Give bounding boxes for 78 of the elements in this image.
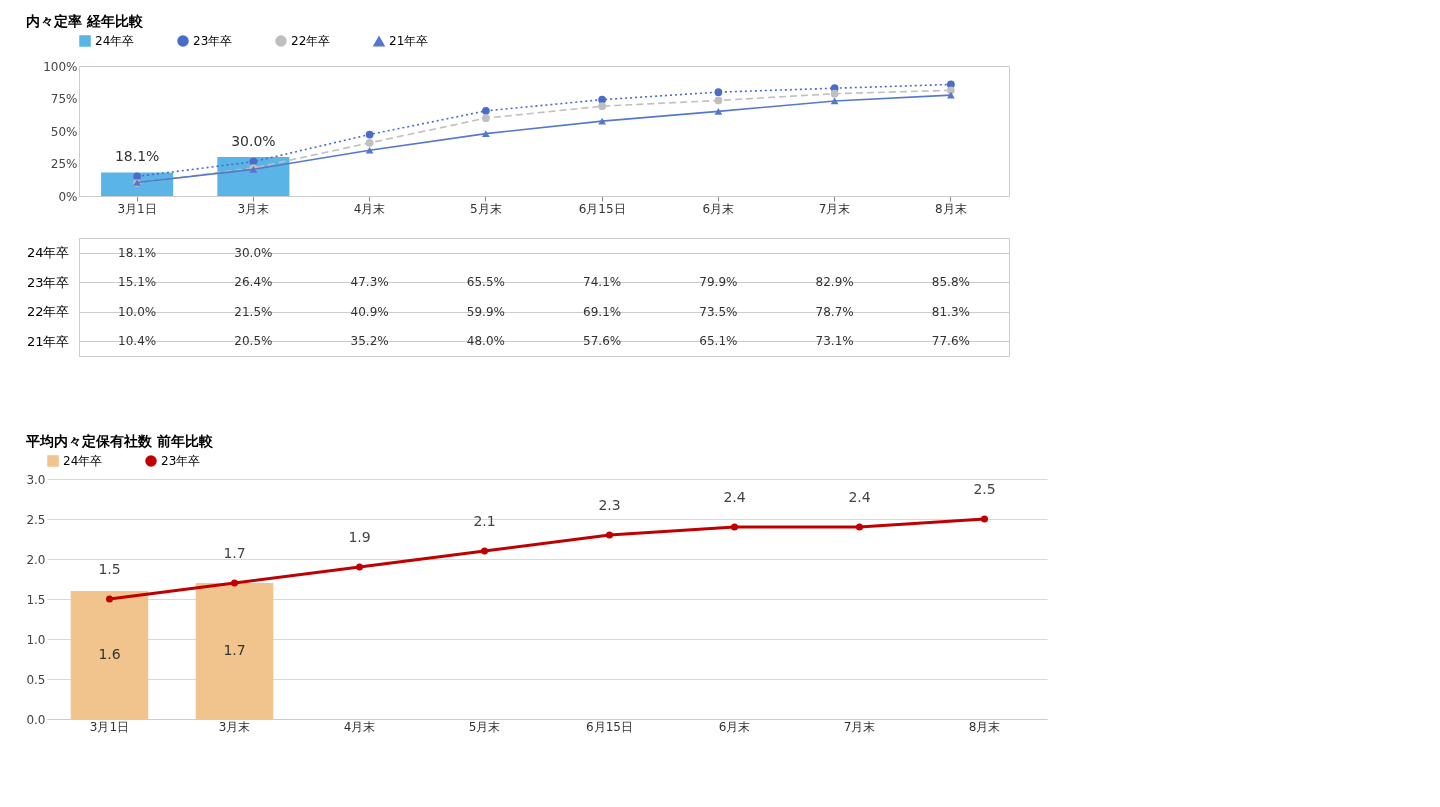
- data-label: 79.9%: [699, 275, 738, 290]
- data-label: 69.1%: [583, 304, 622, 319]
- data-label: 10.0%: [118, 304, 157, 319]
- data-label: 26.4%: [234, 275, 273, 290]
- y-tick-label: 75%: [50, 92, 78, 106]
- y-tick-label: 100%: [43, 59, 78, 74]
- data-label: 82.9%: [815, 275, 854, 290]
- text: 30.0%: [231, 133, 276, 149]
- y-tick-label: 0.0: [26, 712, 46, 727]
- data-label: 85.8%: [931, 275, 970, 290]
- x-tick-label: 5月末: [470, 201, 502, 216]
- data-label: 1.9: [348, 529, 371, 545]
- data-label: 30.0%: [234, 245, 273, 260]
- data-label: 59.9%: [466, 304, 505, 319]
- x-tick-label: 7月末: [843, 719, 876, 734]
- y-tick-label: 2.5: [26, 512, 46, 527]
- x-tick-label: 6月末: [702, 201, 735, 216]
- y-tick-label: 1.0: [26, 632, 46, 647]
- data-label: 65.5%: [466, 275, 505, 290]
- data-label: 1.5: [98, 561, 121, 577]
- data-label: 81.3%: [931, 304, 970, 319]
- data-label: 65.1%: [699, 334, 738, 349]
- chart-title: 内々定率 経年比較: [25, 13, 144, 29]
- y-tick-label: 1.5: [26, 592, 46, 607]
- data-label: 2.5: [973, 481, 996, 497]
- data-label: 40.9%: [350, 304, 389, 319]
- data-label: 21.5%: [234, 304, 273, 319]
- y-tick-label: 50%: [50, 124, 78, 139]
- y-tick-label: 3.0: [26, 472, 46, 487]
- x-tick-label: 8月末: [968, 719, 1001, 734]
- data-label: 73.5%: [699, 304, 738, 319]
- legend-label: 21年卒: [389, 34, 429, 49]
- x-tick-label: 6月15日: [586, 719, 633, 734]
- x-tick-label: 3月末: [218, 719, 251, 734]
- text: 24年卒: [26, 245, 70, 261]
- data-label: 2.4: [723, 489, 746, 505]
- data-label: 20.5%: [234, 334, 273, 349]
- legend-label: 24年卒: [63, 454, 103, 468]
- x-tick-label: 5月末: [468, 719, 501, 734]
- y-tick-label: 2.0: [26, 552, 46, 567]
- x-tick-label: 6月15日: [578, 201, 626, 216]
- data-label: 73.1%: [815, 334, 854, 349]
- data-label: 2.3: [598, 497, 621, 513]
- text: 18.1%: [114, 148, 160, 165]
- data-label: 2.4: [848, 489, 871, 505]
- data-label: 57.6%: [583, 334, 622, 349]
- x-tick-label: 8月末: [935, 201, 967, 216]
- y-tick-label: 0.5: [26, 672, 46, 687]
- legend-label: 23年卒: [161, 454, 201, 468]
- x-tick-label: 3月1日: [89, 719, 130, 734]
- text: 23年卒: [26, 274, 70, 290]
- x-tick-label: 3月1日: [117, 201, 157, 216]
- x-tick-label: 4月末: [353, 201, 386, 216]
- data-label: 1.7: [223, 642, 246, 658]
- data-label: 15.1%: [118, 275, 157, 290]
- x-tick-label: 6月末: [718, 719, 751, 734]
- legend-label: 24年卒: [95, 34, 135, 48]
- text: 22年卒: [26, 304, 70, 320]
- y-tick-label: 0%: [58, 189, 78, 204]
- chart-title: 平均内々定保有社数 前年比較: [24, 433, 214, 449]
- data-label: 10.4%: [118, 334, 157, 349]
- data-label: 77.6%: [931, 334, 970, 349]
- data-label: 18.1%: [118, 245, 157, 260]
- x-tick-label: 7月末: [818, 201, 851, 216]
- data-label: 1.7: [223, 545, 246, 561]
- y-tick-label: 25%: [50, 157, 78, 171]
- data-label: 78.7%: [815, 304, 854, 319]
- x-tick-label: 3月末: [237, 201, 270, 216]
- data-label: 1.6: [98, 646, 121, 662]
- legend-label: 22年卒: [291, 34, 331, 48]
- data-label: 74.1%: [583, 275, 622, 290]
- data-label: 48.0%: [466, 334, 505, 349]
- data-label: 47.3%: [350, 275, 389, 290]
- data-label: 2.1: [473, 513, 496, 529]
- legend-label: 23年卒: [193, 34, 233, 48]
- x-tick-label: 4月末: [343, 719, 376, 734]
- data-label: 35.2%: [350, 334, 389, 349]
- text: 21年卒: [26, 333, 70, 349]
